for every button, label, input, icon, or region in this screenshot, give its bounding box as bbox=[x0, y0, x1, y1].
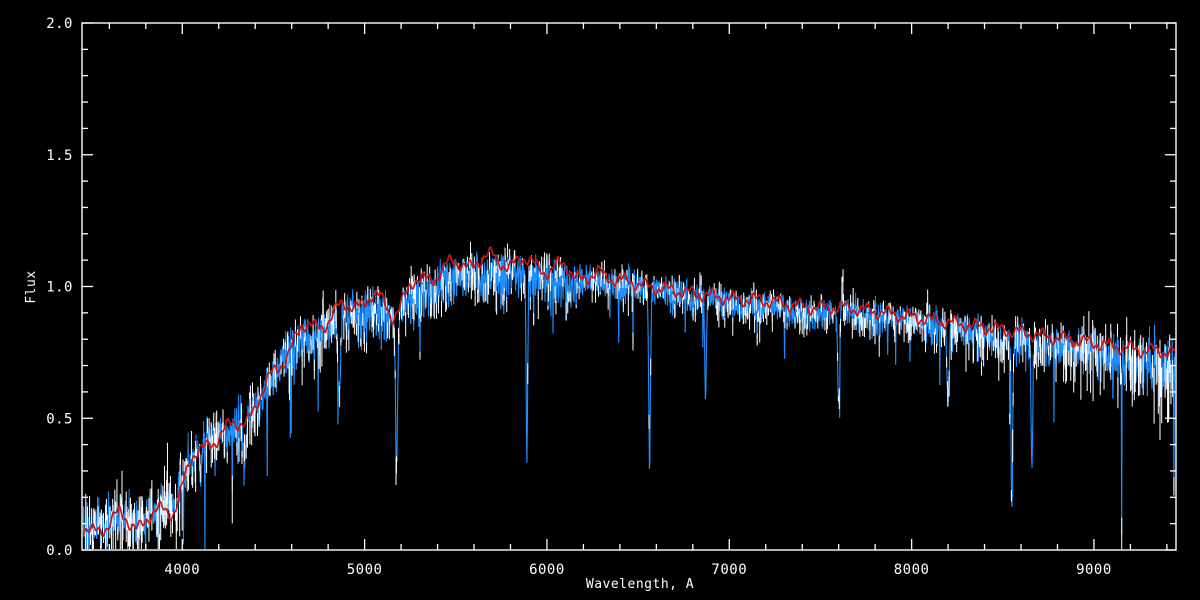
y-tick-label: 0.5 bbox=[46, 411, 73, 427]
x-tick-label: 4000 bbox=[164, 562, 200, 578]
x-tick-label: 7000 bbox=[711, 562, 747, 578]
axis-tick-labels: 4000 5000 6000 7000 8000 9000 0.0 0.5 1.0 1.5 2.0 bbox=[46, 16, 1112, 578]
plot-axes bbox=[81, 22, 1177, 551]
x-tick-label: 9000 bbox=[1076, 562, 1112, 578]
x-tick-label: 6000 bbox=[529, 562, 565, 578]
y-tick-label: 2.0 bbox=[46, 16, 73, 32]
y-tick-label: 0.0 bbox=[46, 543, 73, 559]
y-tick-label: 1.5 bbox=[46, 148, 73, 164]
x-axis-title: Wavelength, A bbox=[586, 577, 694, 592]
x-tick-label: 8000 bbox=[894, 562, 930, 578]
model-fit-series bbox=[83, 246, 1175, 538]
spectrum-data-layer bbox=[83, 241, 1175, 549]
y-axis-title: Flux bbox=[24, 270, 39, 303]
y-tick-label: 1.0 bbox=[46, 280, 73, 296]
x-tick-label: 5000 bbox=[347, 562, 383, 578]
